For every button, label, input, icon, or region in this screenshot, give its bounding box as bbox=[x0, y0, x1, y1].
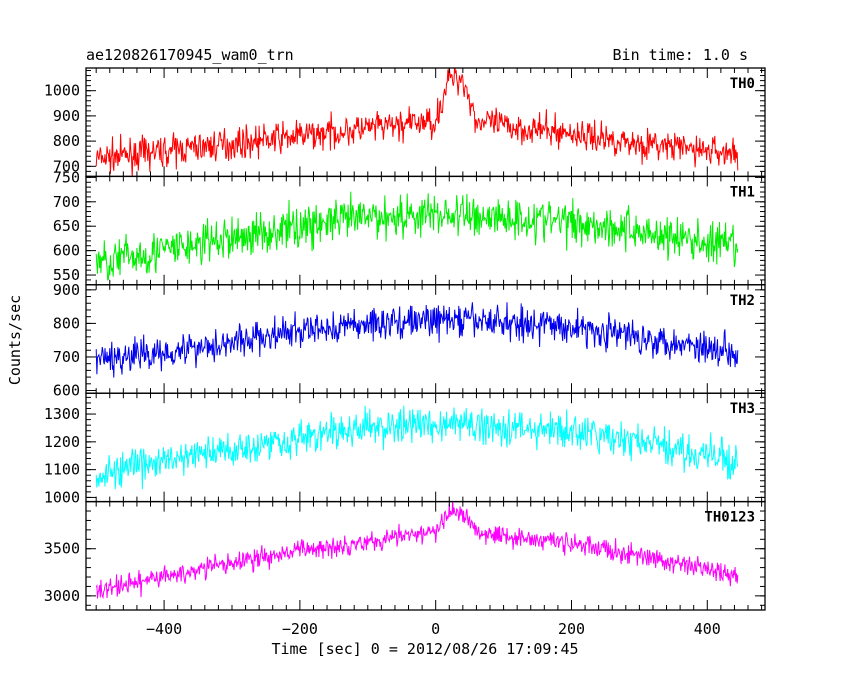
y-tick-label: 1100 bbox=[44, 461, 80, 479]
series-th1 bbox=[95, 191, 739, 281]
panel-label-th3: TH3 bbox=[730, 401, 755, 417]
panel-label-th0: TH0 bbox=[730, 76, 755, 92]
y-tick-label: 600 bbox=[53, 242, 80, 260]
y-tick-label: 750 bbox=[53, 168, 80, 186]
x-tick-label: −400 bbox=[146, 620, 182, 638]
y-tick-label: 700 bbox=[53, 193, 80, 211]
y-tick-label: 900 bbox=[53, 281, 80, 299]
y-tick-label: 1000 bbox=[44, 82, 80, 100]
y-tick-label: 700 bbox=[53, 157, 80, 175]
x-tick-label: 400 bbox=[694, 620, 721, 638]
y-tick-label: 3500 bbox=[44, 540, 80, 558]
chart-title: ae120826170945_wam0_trn bbox=[86, 46, 294, 64]
bin-time-label: Bin time: 1.0 s bbox=[613, 46, 748, 64]
y-tick-label: 800 bbox=[53, 132, 80, 150]
y-tick-label: 1200 bbox=[44, 433, 80, 451]
x-tick-labels: −400 −200 0 200 400 bbox=[146, 620, 721, 638]
y-tick-label: 700 bbox=[53, 348, 80, 366]
x-tick-label: −200 bbox=[282, 620, 318, 638]
series-th3 bbox=[95, 405, 739, 490]
y-tick-label: 800 bbox=[53, 314, 80, 332]
series-th0123 bbox=[95, 501, 739, 600]
y-tick-label: 650 bbox=[53, 217, 80, 235]
y-tick-label: 1000 bbox=[44, 488, 80, 506]
y-tick-label: 600 bbox=[53, 382, 80, 400]
x-tick-label: 0 bbox=[431, 620, 440, 638]
series-th0 bbox=[95, 68, 739, 177]
y-tick-label: 3000 bbox=[44, 587, 80, 605]
x-tick-label: 200 bbox=[558, 620, 585, 638]
series-th2 bbox=[95, 302, 739, 378]
panel-label-th2: TH2 bbox=[730, 293, 755, 309]
y-axis-label: Counts/sec bbox=[6, 295, 24, 385]
x-axis-label: Time [sec] 0 = 2012/08/26 17:09:45 bbox=[271, 640, 578, 658]
y-tick-label: 550 bbox=[53, 266, 80, 284]
y-tick-label: 900 bbox=[53, 107, 80, 125]
panel-frame bbox=[85, 500, 766, 611]
panel-label-th0123: TH0123 bbox=[704, 510, 755, 526]
panel-label-th1: TH1 bbox=[730, 184, 755, 200]
y-tick-label: 1300 bbox=[44, 405, 80, 423]
